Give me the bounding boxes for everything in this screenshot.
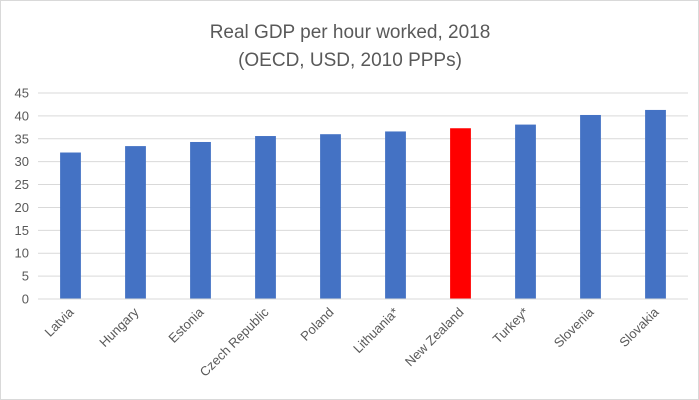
y-tick-label: 20 xyxy=(15,200,29,215)
bar-slovenia xyxy=(580,114,601,300)
y-tick-label: 10 xyxy=(15,246,29,261)
bar-latvia xyxy=(60,152,81,299)
x-tick-label: Latvia xyxy=(41,304,77,340)
y-tick-label: 0 xyxy=(22,292,29,307)
gridlines xyxy=(38,92,688,277)
bar-turkey xyxy=(515,124,536,299)
y-tick-label: 40 xyxy=(15,108,29,123)
x-tick-label: Slovakia xyxy=(616,304,662,350)
x-tick-label: Poland xyxy=(297,305,336,344)
y-tick-label: 5 xyxy=(22,269,29,284)
y-tick-label: 45 xyxy=(15,86,29,101)
y-tick-label: 15 xyxy=(15,223,29,238)
bars xyxy=(60,109,666,300)
bar-lithuania xyxy=(385,131,406,299)
bar-estonia xyxy=(190,141,211,299)
chart-subtitle: (OECD, USD, 2010 PPPs) xyxy=(238,50,462,71)
x-tick-label: Czech Republic xyxy=(197,304,272,379)
bar-new-zealand xyxy=(450,128,471,299)
y-tick-label: 25 xyxy=(15,177,29,192)
x-tick-label: Slovenia xyxy=(551,304,597,350)
bar-czech-republic xyxy=(255,136,276,299)
x-tick-label: Lithuania* xyxy=(350,305,401,356)
y-tick-label: 35 xyxy=(15,131,29,146)
bar-hungary xyxy=(125,146,146,299)
bar-slovakia xyxy=(645,109,666,299)
y-tick-label: 30 xyxy=(15,154,29,169)
y-axis-ticks: 0 5 10 15 20 25 30 35 40 45 xyxy=(15,86,29,307)
x-tick-label: Turkey* xyxy=(490,305,532,347)
chart-title: Real GDP per hour worked, 2018 xyxy=(210,22,491,43)
bar-poland xyxy=(320,134,341,299)
x-tick-label: Estonia xyxy=(165,304,207,346)
x-tick-label: Hungary xyxy=(96,304,142,350)
x-tick-label: New Zealand xyxy=(402,305,467,370)
